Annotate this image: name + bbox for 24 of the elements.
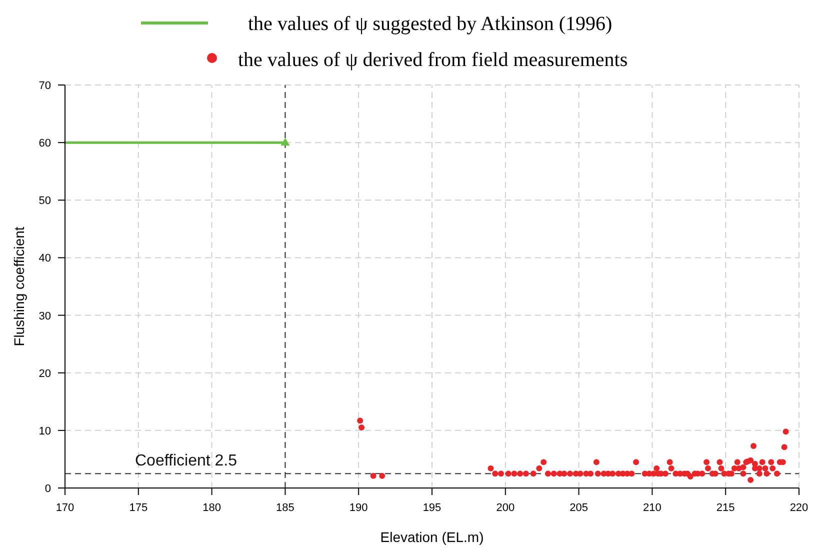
legend-label: the values of ψ derived from field measurements — [238, 49, 628, 71]
x-tick-label: 170 — [56, 502, 74, 514]
x-tick-label: 205 — [570, 502, 588, 514]
x-tick-label: 210 — [643, 502, 662, 514]
x-tick-label: 195 — [422, 502, 442, 514]
y-tick-label: 20 — [38, 368, 51, 380]
y-tick-label: 70 — [38, 80, 51, 92]
x-axis-title: Elevation (EL.m) — [380, 529, 484, 545]
x-tick-label: 175 — [129, 502, 148, 514]
y-tick-label: 60 — [38, 138, 51, 150]
y-tick-label: 50 — [38, 195, 51, 208]
x-tick-label: 215 — [716, 502, 735, 514]
y-tick-label: 40 — [38, 252, 51, 265]
x-tick-label: 180 — [202, 502, 221, 514]
ref-line-label: Coefficient 2.5 — [135, 452, 238, 470]
y-tick-label: 10 — [38, 425, 51, 438]
y-axis-title: Flushing coefficient — [11, 226, 27, 346]
x-tick-label: 220 — [790, 502, 808, 514]
y-tick-label: 30 — [38, 310, 51, 322]
x-tick-label: 200 — [496, 502, 515, 514]
x-tick-label: 185 — [276, 502, 294, 514]
y-tick-label: 0 — [44, 483, 51, 495]
legend-label: the values of ψ suggested by Atkinson (1996) — [248, 13, 612, 35]
x-tick-label: 190 — [349, 502, 368, 514]
